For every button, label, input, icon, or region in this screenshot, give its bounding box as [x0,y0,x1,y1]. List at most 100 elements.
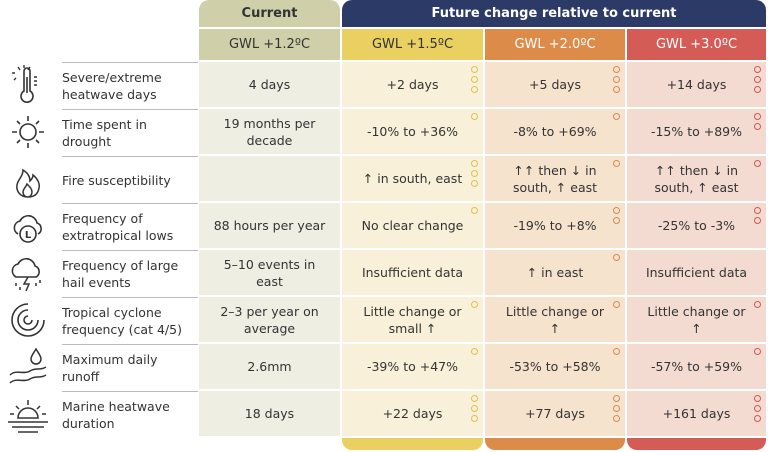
cell-value: -39% to +47% [366,359,459,374]
cell-value: ↑ in south, east [362,171,463,186]
table-cell: +2 days [342,62,483,107]
table-cell: ↑ in south, east [342,156,483,201]
table-cell: Insufficient data [627,250,766,295]
confidence-circle-icon [613,86,620,93]
confidence-circle-icon [613,160,620,167]
table-cell: No clear change [342,203,483,248]
table-cell: -15% to +89% [627,109,766,154]
cell-value: -15% to +89% [650,124,743,139]
cell-value: -57% to +59% [650,359,743,374]
cloud-low-icon: L [6,204,50,248]
confidence-indicator [613,66,620,93]
table-cell: +22 days [342,391,483,436]
confidence-circle-icon [471,348,478,355]
cyclone-icon [6,298,50,342]
cell-value: Little change or ↑ [505,303,605,336]
table-cell: ↑ in east [485,250,625,295]
table-cell: Little change or ↑ [627,297,766,342]
table-cell: -19% to +8% [485,203,625,248]
confidence-circle-icon [754,86,761,93]
cell-value: No clear change [361,218,464,233]
table-cell: 4 days [199,62,340,107]
table-cell: -8% to +69% [485,109,625,154]
row-label: Maximum daily runoff [62,344,198,391]
confidence-indicator [613,301,620,308]
confidence-circle-icon [754,123,761,130]
runoff-icon [6,345,50,389]
table-cell: Little change or ↑ [485,297,625,342]
cell-value: -53% to +58% [509,359,601,374]
confidence-circle-icon [613,76,620,83]
fire-icon [6,157,50,201]
cell-value: ↑↑ then ↓ in south, ↑ east [654,162,739,195]
cell-value: ↑ in east [526,265,584,280]
table-cell: 2.6mm [199,344,340,389]
confidence-circle-icon [471,160,478,167]
cell-value: -19% to +8% [513,218,597,233]
confidence-circle-icon [613,66,620,73]
confidence-circle-icon [613,405,620,412]
confidence-indicator [754,160,761,167]
svg-text:L: L [25,230,32,241]
confidence-circle-icon [613,113,620,120]
confidence-indicator [613,113,620,120]
confidence-circle-icon [471,76,478,83]
cell-value: 4 days [248,77,291,92]
confidence-circle-icon [754,395,761,402]
confidence-indicator [471,66,478,93]
confidence-indicator [471,113,478,120]
confidence-circle-icon [471,180,478,187]
cell-value: 19 months per decade [223,115,316,148]
confidence-circle-icon [613,395,620,402]
confidence-indicator [613,348,620,355]
row-label: Frequency of extratropical lows [62,203,198,250]
cell-value: 5–10 events in east [223,256,316,289]
table-cell: 19 months per decade [199,109,340,154]
confidence-indicator [613,160,620,167]
cell-value: +2 days [386,77,439,92]
confidence-circle-icon [471,86,478,93]
table-cell: 2–3 per year on average [199,297,340,342]
table-cell [199,156,340,201]
cell-value: -25% to -3% [657,218,736,233]
table-cell: -10% to +36% [342,109,483,154]
cell-value: 2.6mm [247,359,292,374]
confidence-circle-icon [471,415,478,422]
confidence-circle-icon [754,405,761,412]
confidence-circle-icon [754,207,761,214]
confidence-circle-icon [613,415,620,422]
confidence-circle-icon [471,405,478,412]
table-cell: +14 days [627,62,766,107]
cell-value: -8% to +69% [513,124,597,139]
confidence-indicator [613,207,620,224]
table-cell: 5–10 events in east [199,250,340,295]
table-cell: -57% to +59% [627,344,766,389]
confidence-circle-icon [754,415,761,422]
column-footer [627,438,766,450]
column-footer [485,438,625,450]
confidence-circle-icon [613,301,620,308]
confidence-indicator [471,395,478,422]
confidence-indicator [754,66,761,93]
confidence-circle-icon [471,66,478,73]
cell-value: +5 days [529,77,581,92]
confidence-circle-icon [754,160,761,167]
confidence-indicator [471,348,478,355]
cell-value: Little change or ↑ [647,303,746,336]
confidence-indicator [471,160,478,187]
confidence-indicator [754,207,761,224]
row-label: Frequency of large hail events [62,250,198,297]
confidence-indicator [471,301,478,308]
confidence-circle-icon [754,113,761,120]
sun-icon [6,110,50,154]
table-cell: +5 days [485,62,625,107]
cell-value: +77 days [525,406,585,421]
table-cell: ↑↑ then ↓ in south, ↑ east [485,156,625,201]
confidence-indicator [754,348,761,355]
hail-storm-icon [6,251,50,295]
column-header: GWL +1.2ºC [199,29,340,60]
confidence-indicator [754,395,761,422]
confidence-indicator [613,254,620,261]
row-label: Fire susceptibility [62,156,198,203]
cell-value: 18 days [244,406,295,421]
